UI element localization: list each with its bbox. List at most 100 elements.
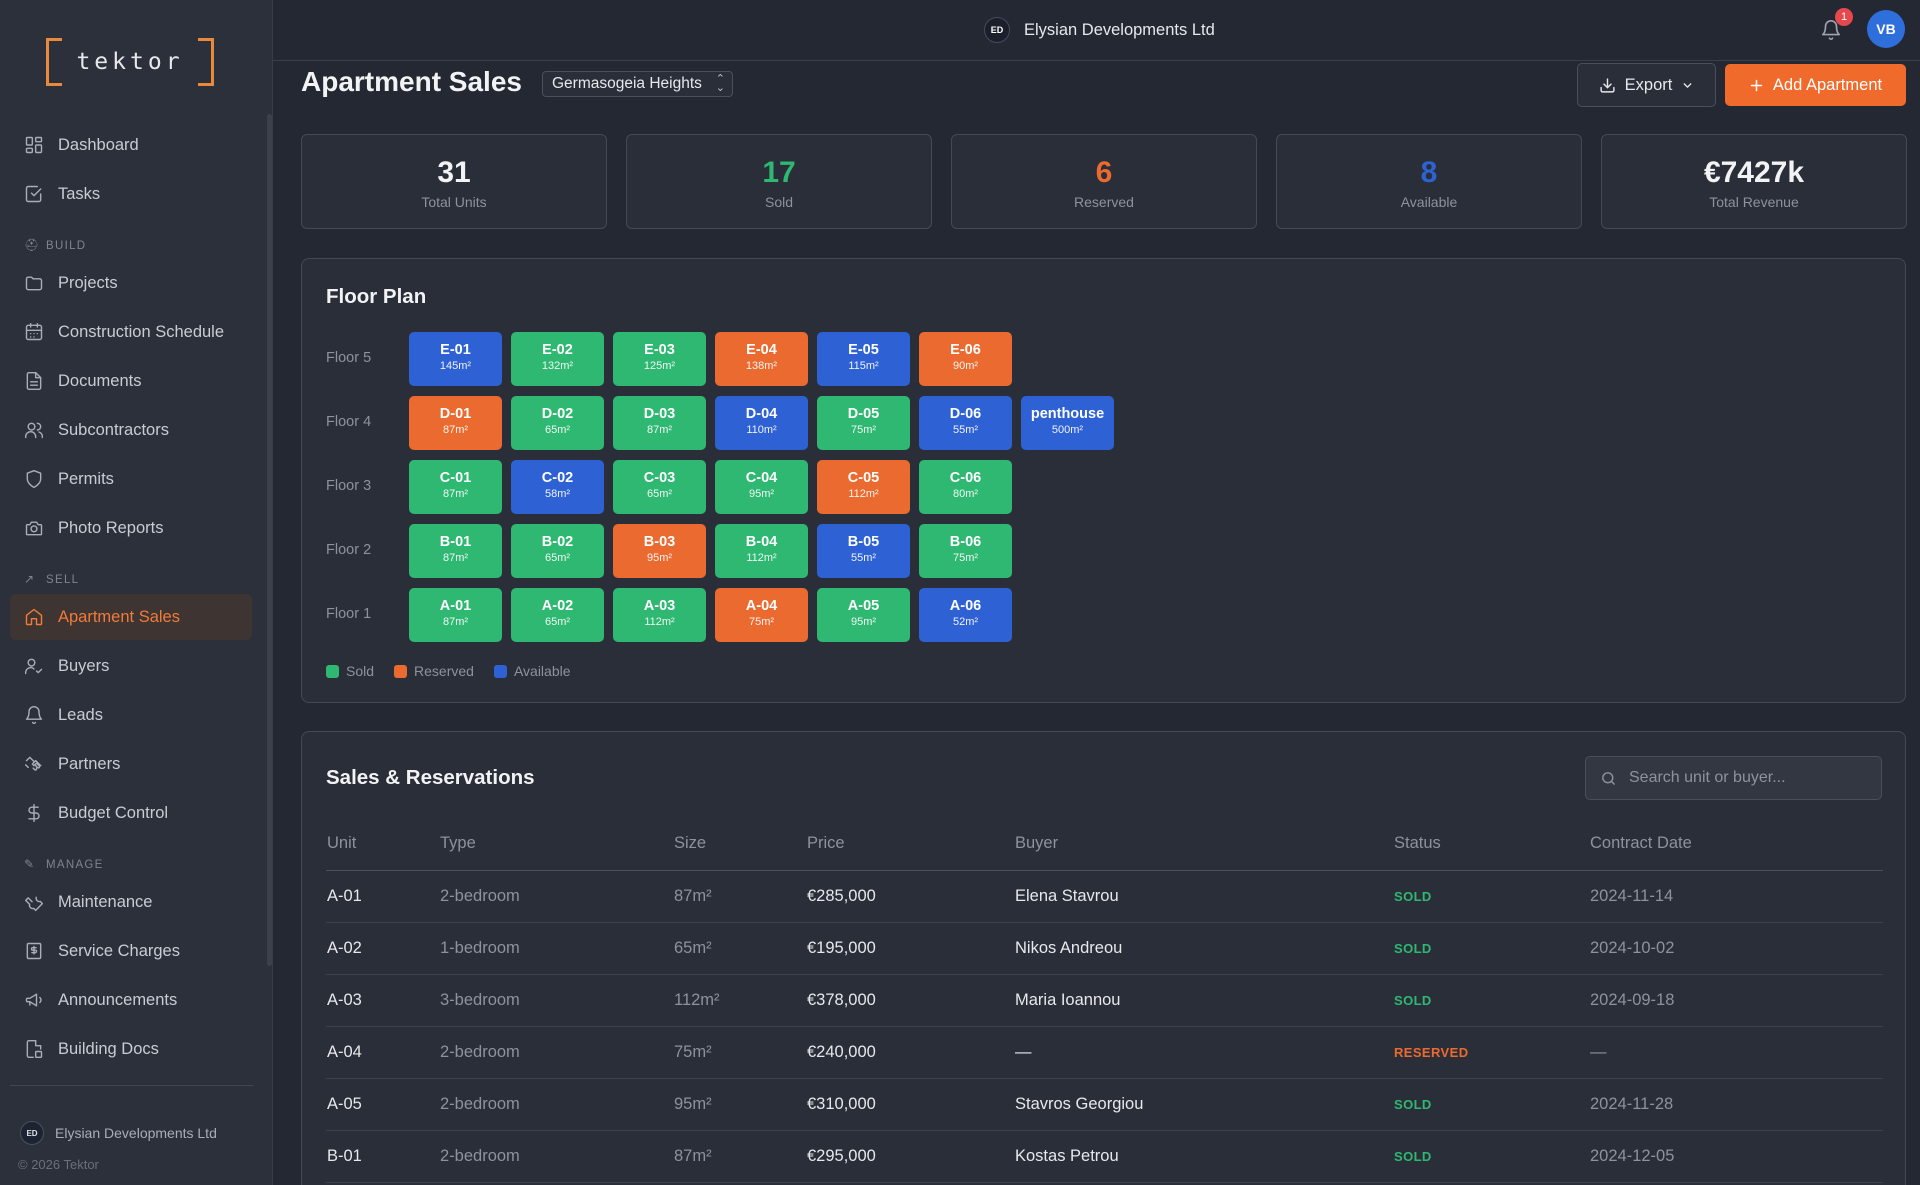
sidebar-item-maintenance[interactable]: Maintenance [10,879,252,925]
unit-tile-e-01[interactable]: E-01 145m² [409,332,502,386]
unit-size: 87m² [442,488,469,500]
org-logo-icon: ED [20,1121,44,1145]
sidebar-item-announcements[interactable]: Announcements [10,977,252,1023]
table-row[interactable]: A-04 2-bedroom 75m² €240,000— RESERVED — [326,1026,1883,1079]
unit-tile-a-05[interactable]: A-05 95m² [817,588,910,642]
unit-tile-c-02[interactable]: C-02 58m² [511,460,604,514]
floor-plan-title: Floor Plan [326,285,427,308]
cell-date: 2024-10-02 [1589,922,1883,975]
sidebar-item-label: Permits [58,469,114,488]
unit-tile-a-06[interactable]: A-06 52m² [919,588,1012,642]
user-avatar[interactable]: VB [1867,10,1905,48]
table-body: A-01 2-bedroom 87m² €285,000 Elena Stavrou SO… [326,870,1883,1183]
sidebar-item-partners[interactable]: Partners [10,741,252,787]
unit-tile-c-04[interactable]: C-04 95m² [715,460,808,514]
sidebar-item-apartment-sales[interactable]: Apartment Sales [10,594,252,640]
unit-tile-c-03[interactable]: C-03 65m² [613,460,706,514]
sidebar-item-label: Dashboard [58,135,139,154]
sidebar-item-leads[interactable]: Leads [10,692,252,738]
unit-tile-e-06[interactable]: E-06 90m² [919,332,1012,386]
unit-tile-b-01[interactable]: B-01 87m² [409,524,502,578]
column-header-unit[interactable]: Unit [326,818,439,871]
unit-tile-c-05[interactable]: C-05 112m² [817,460,910,514]
project-select[interactable]: Germasogeia Heights ⌃ ⌄ [542,71,733,97]
sidebar-item-subcontractors[interactable]: Subcontractors [10,407,252,453]
unit-tile-b-04[interactable]: B-04 112m² [715,524,808,578]
unit-size: 52m² [952,616,979,628]
column-header-status[interactable]: Status [1393,818,1589,871]
unit-tile-a-02[interactable]: A-02 65m² [511,588,604,642]
table-row[interactable]: A-02 1-bedroom 65m² €195,000 Nikos Andreou SO… [326,922,1883,975]
sales-title: Sales & Reservations [326,766,535,789]
unit-size: 75m² [850,424,877,436]
cell-price: €378,000 [806,974,1014,1027]
sidebar-org[interactable]: ED Elysian Developments Ltd [20,1121,217,1145]
unit-tile-c-06[interactable]: C-06 80m² [919,460,1012,514]
cell-status: SOLD [1393,974,1589,1027]
table-row[interactable]: A-03 3-bedroom 112m² €378,000 Maria Ioannou S… [326,974,1883,1027]
unit-size: 115m² [848,360,879,372]
column-header-price[interactable]: Price [806,818,1014,871]
unit-tile-e-03[interactable]: E-03 125m² [613,332,706,386]
sidebar-item-permits[interactable]: Permits [10,456,252,502]
unit-tile-c-01[interactable]: C-01 87m² [409,460,502,514]
unit-tile-d-06[interactable]: D-06 55m² [919,396,1012,450]
unit-tile-e-05[interactable]: E-05 115m² [817,332,910,386]
sidebar-item-buyers[interactable]: Buyers [10,643,252,689]
unit-tile-penthouse[interactable]: penthouse 500m² [1021,396,1114,450]
table-row[interactable]: B-01 2-bedroom 87m² €295,000 Kostas Petrou SO… [326,1130,1883,1183]
unit-tile-e-02[interactable]: E-02 132m² [511,332,604,386]
unit-tile-a-03[interactable]: A-03 112m² [613,588,706,642]
plus-icon [1750,79,1763,91]
sidebar-item-documents[interactable]: Documents [10,358,252,404]
search-box[interactable] [1585,756,1882,800]
sidebar-item-dashboard[interactable]: Dashboard [10,122,252,168]
add-apartment-button[interactable]: Add Apartment [1725,64,1906,106]
legend-item-sold: Sold [326,663,374,679]
column-header-buyer[interactable]: Buyer [1014,818,1393,871]
stat-value: 6 [1095,156,1113,189]
sidebar-item-label: Budget Control [58,803,169,822]
unit-tile-b-05[interactable]: B-05 55m² [817,524,910,578]
tektor-logo[interactable]: tektor [46,38,214,86]
sidebar-scrollbar[interactable] [267,114,272,966]
unit-code: E-06 [950,342,981,358]
sidebar-item-building-docs[interactable]: Building Docs [10,1026,252,1072]
sidebar-item-budget-control[interactable]: Budget Control [10,790,252,836]
sidebar-item-tasks[interactable]: Tasks [10,171,252,217]
sidebar-item-photo-reports[interactable]: Photo Reports [10,505,252,551]
unit-tile-a-01[interactable]: A-01 87m² [409,588,502,642]
sidebar-item-projects[interactable]: Projects [10,260,252,306]
unit-tile-d-02[interactable]: D-02 65m² [511,396,604,450]
unit-size: 95m² [748,488,775,500]
cell-size: 87m² [673,1130,806,1183]
column-header-size[interactable]: Size [673,818,806,871]
sidebar-item-service-charges[interactable]: Service Charges [10,928,252,974]
table-row[interactable]: A-01 2-bedroom 87m² €285,000 Elena Stavrou SO… [326,870,1883,923]
org-switcher[interactable]: ED Elysian Developments Ltd [984,17,1215,43]
unit-code: C-02 [541,470,574,486]
table-row[interactable]: A-05 2-bedroom 95m² €310,000 Stavros Georgio… [326,1078,1883,1131]
unit-tile-b-06[interactable]: B-06 75m² [919,524,1012,578]
unit-tile-d-04[interactable]: D-04 110m² [715,396,808,450]
unit-code: C-04 [745,470,778,486]
stat-value: 17 [762,156,796,189]
unit-tile-a-04[interactable]: A-04 75m² [715,588,808,642]
unit-tile-d-01[interactable]: D-01 87m² [409,396,502,450]
unit-tile-b-03[interactable]: B-03 95m² [613,524,706,578]
bell-icon[interactable] [1820,18,1842,42]
unit-tile-d-05[interactable]: D-05 75m² [817,396,910,450]
handshake-icon [24,754,44,774]
search-input[interactable] [1629,769,1859,787]
sidebar-item-label: Photo Reports [58,518,164,537]
unit-size: 65m² [544,424,571,436]
column-header-contract-date[interactable]: Contract Date [1589,818,1883,871]
export-button[interactable]: Export [1577,63,1716,107]
column-header-type[interactable]: Type [439,818,673,871]
copyright: © 2026 Tektor [18,1157,99,1172]
unit-tile-e-04[interactable]: E-04 138m² [715,332,808,386]
cell-buyer: Kostas Petrou [1014,1130,1393,1183]
unit-tile-b-02[interactable]: B-02 65m² [511,524,604,578]
sidebar-item-construction-schedule[interactable]: Construction Schedule [10,309,252,355]
unit-tile-d-03[interactable]: D-03 87m² [613,396,706,450]
